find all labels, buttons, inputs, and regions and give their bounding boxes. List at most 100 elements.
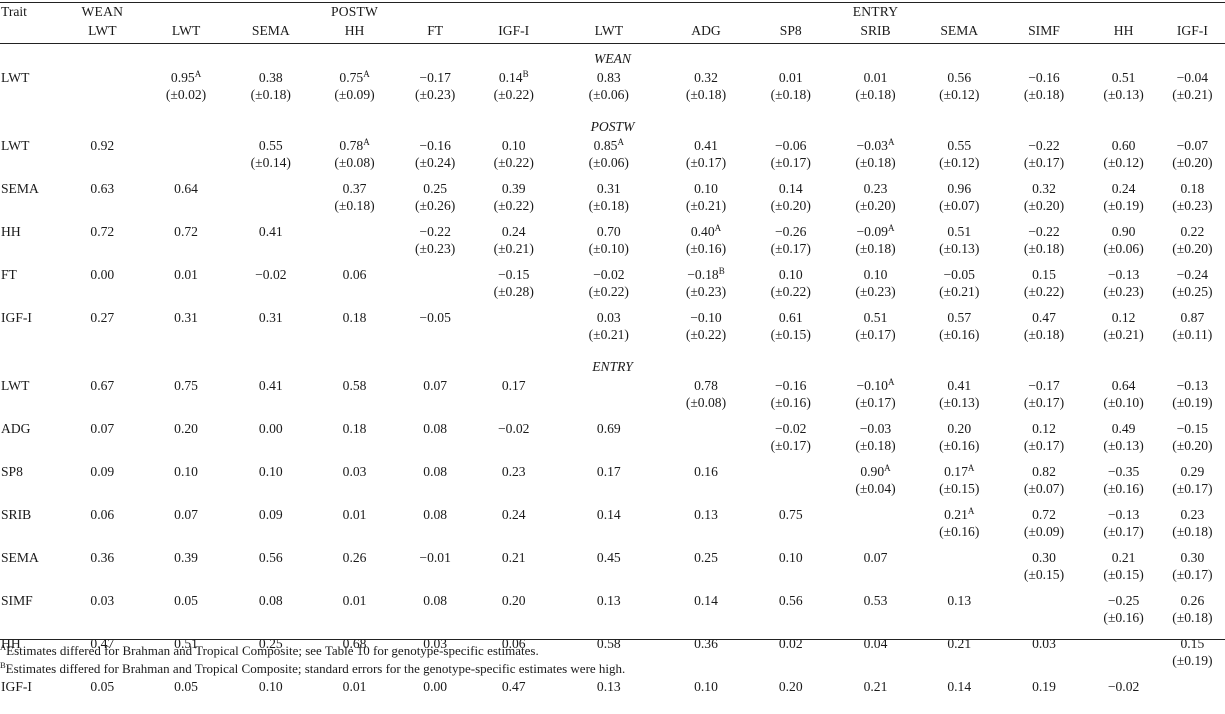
standard-error: (±0.06) [554, 154, 664, 171]
table-cell: 0.31 [143, 309, 230, 352]
table-cell: −0.13(±0.23) [1087, 266, 1159, 309]
correlation-estimate: 0.63 [62, 180, 143, 197]
standard-error: (±0.26) [397, 197, 473, 214]
correlation-estimate: 0.75 [748, 506, 833, 523]
table-cell: 0.41 [229, 223, 312, 266]
table-cell: 0.47 [473, 678, 554, 714]
standard-error: (±0.17) [833, 326, 918, 343]
correlation-estimate: 0.56 [748, 592, 833, 609]
correlation-estimate: 0.06 [62, 506, 143, 523]
table-cell: 0.01 [312, 678, 397, 714]
table-cell: 0.13 [554, 678, 664, 714]
table-cell: −0.25(±0.16) [1087, 592, 1159, 635]
table-cell: 0.51(±0.13) [1087, 69, 1159, 112]
correlation-estimate: −0.35 [1087, 463, 1159, 480]
table-cell: 0.57(±0.16) [918, 309, 1001, 352]
correlation-estimate: 0.14 [554, 506, 664, 523]
table-cell: 0.10 [664, 678, 749, 714]
standard-error: (±0.21) [473, 240, 554, 257]
standard-error: (±0.19) [1160, 652, 1225, 669]
column-header: HH [312, 22, 397, 44]
table-cell: 0.75A(±0.09) [312, 69, 397, 112]
table-cell: 0.63 [62, 180, 143, 223]
correlation-estimate: −0.13 [1087, 506, 1159, 523]
table-cell [312, 223, 397, 266]
column-header: ADG [664, 22, 749, 44]
row-trait-label: LWT [0, 137, 62, 180]
standard-error: (±0.14) [229, 154, 312, 171]
standard-error: (±0.21) [918, 283, 1001, 300]
table-cell: 0.18 [312, 420, 397, 463]
correlation-estimate: 0.23 [833, 180, 918, 197]
correlation-estimate: 0.20 [748, 678, 833, 695]
column-header: LWT [143, 22, 230, 44]
correlation-estimate: 0.41 [229, 377, 312, 394]
correlation-estimate: 0.72 [1001, 506, 1088, 523]
table-cell: 0.72 [62, 223, 143, 266]
footnote-marker: A [363, 69, 370, 79]
standard-error: (±0.12) [918, 154, 1001, 171]
table-cell [748, 463, 833, 506]
correlation-estimate: 0.14 [664, 592, 749, 609]
table-cell: 0.14 [554, 506, 664, 549]
correlation-estimate: 0.31 [229, 309, 312, 326]
correlation-estimate: 0.51 [833, 309, 918, 326]
correlation-estimate: 0.47 [473, 678, 554, 695]
correlation-estimate: 0.87 [1160, 309, 1225, 326]
table-cell: −0.03(±0.18) [833, 420, 918, 463]
correlation-estimate: 0.01 [312, 592, 397, 609]
standard-error: (±0.16) [918, 326, 1001, 343]
correlation-estimate: 0.85A [554, 137, 664, 154]
standard-error: (±0.19) [1087, 197, 1159, 214]
correlation-estimate: 0.13 [664, 506, 749, 523]
correlation-estimate: −0.13 [1087, 266, 1159, 283]
table-cell: 0.10(±0.23) [833, 266, 918, 309]
table-cell [1160, 678, 1225, 714]
footnote-marker: A [715, 223, 722, 233]
standard-error: (±0.13) [918, 240, 1001, 257]
table-cell: 0.10 [229, 678, 312, 714]
table-cell: 0.12(±0.21) [1087, 309, 1159, 352]
table-cell: −0.15(±0.20) [1160, 420, 1225, 463]
table-cell: 0.08 [397, 506, 473, 549]
table-cell: 0.53 [833, 592, 918, 635]
standard-error: (±0.21) [1087, 326, 1159, 343]
table-cell: 0.08 [397, 463, 473, 506]
trait-header: Trait [0, 3, 62, 23]
correlation-estimate: 0.26 [312, 549, 397, 566]
table-cell [918, 549, 1001, 592]
correlation-estimate: 0.01 [833, 69, 918, 86]
table-cell: 0.39 [143, 549, 230, 592]
table-cell: 0.18 [312, 309, 397, 352]
table-cell: 0.95A(±0.02) [143, 69, 230, 112]
correlation-estimate: 0.67 [62, 377, 143, 394]
table-cell: 0.61(±0.15) [748, 309, 833, 352]
standard-error: (±0.18) [1001, 86, 1088, 103]
table-cell: 0.49(±0.13) [1087, 420, 1159, 463]
correlation-estimate: −0.05 [918, 266, 1001, 283]
standard-error: (±0.21) [554, 326, 664, 343]
table-cell: −0.17(±0.17) [1001, 377, 1088, 420]
standard-error: (±0.23) [1160, 197, 1225, 214]
table-cell: 0.85A(±0.06) [554, 137, 664, 180]
footnote-marker: A [195, 69, 202, 79]
table-cell [229, 180, 312, 223]
table-cell: −0.02(±0.17) [748, 420, 833, 463]
correlation-estimate: −0.22 [1001, 223, 1088, 240]
table-cell: 0.75 [143, 377, 230, 420]
correlation-estimate: −0.07 [1160, 137, 1225, 154]
correlation-estimate: 0.23 [473, 463, 554, 480]
correlation-estimate: 0.26 [1160, 592, 1225, 609]
correlation-estimate: 0.72 [143, 223, 230, 240]
table-cell: −0.02 [1087, 678, 1159, 714]
table-cell: 0.14B(±0.22) [473, 69, 554, 112]
footnote-marker: A [968, 463, 975, 473]
row-trait-label: SEMA [0, 180, 62, 223]
correlation-estimate: 0.58 [312, 377, 397, 394]
correlation-estimate: 0.53 [833, 592, 918, 609]
